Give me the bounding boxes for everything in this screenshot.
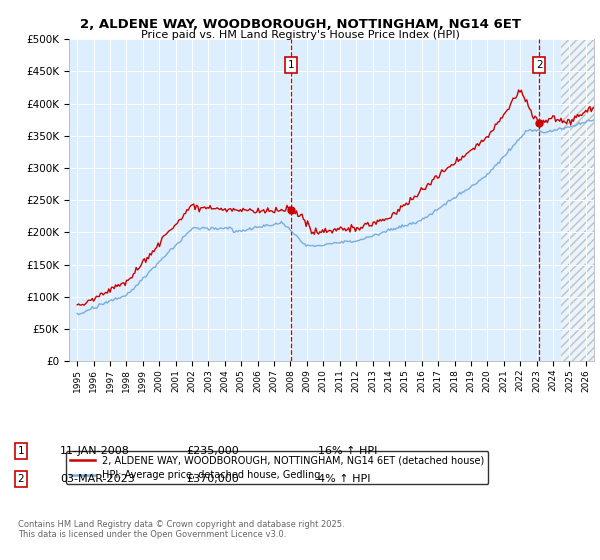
Text: 4% ↑ HPI: 4% ↑ HPI [318,474,371,484]
Text: 11-JAN-2008: 11-JAN-2008 [60,446,130,456]
Text: 2: 2 [17,474,25,484]
Text: 03-MAR-2023: 03-MAR-2023 [60,474,135,484]
Text: 2, ALDENE WAY, WOODBOROUGH, NOTTINGHAM, NG14 6ET: 2, ALDENE WAY, WOODBOROUGH, NOTTINGHAM, … [79,18,521,31]
Text: 1: 1 [17,446,25,456]
Text: £235,000: £235,000 [186,446,239,456]
Text: £370,000: £370,000 [186,474,239,484]
Text: Price paid vs. HM Land Registry's House Price Index (HPI): Price paid vs. HM Land Registry's House … [140,30,460,40]
Text: 2: 2 [536,60,542,70]
Text: Contains HM Land Registry data © Crown copyright and database right 2025.
This d: Contains HM Land Registry data © Crown c… [18,520,344,539]
Legend: 2, ALDENE WAY, WOODBOROUGH, NOTTINGHAM, NG14 6ET (detached house), HPI: Average : 2, ALDENE WAY, WOODBOROUGH, NOTTINGHAM, … [67,451,488,484]
Bar [561,39,594,361]
Bar [561,39,594,361]
Text: 1: 1 [287,60,294,70]
Text: 16% ↑ HPI: 16% ↑ HPI [318,446,377,456]
